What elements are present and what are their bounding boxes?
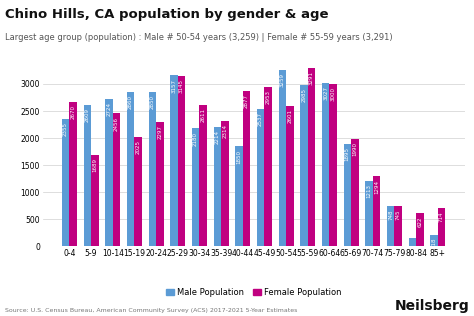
Text: 1689: 1689	[92, 158, 97, 172]
Bar	[344, 144, 351, 246]
Bar	[113, 113, 120, 246]
Bar	[62, 119, 69, 246]
Bar	[243, 91, 250, 246]
Bar	[286, 106, 294, 246]
Bar	[409, 238, 416, 246]
Text: 2456: 2456	[114, 117, 119, 131]
Bar	[221, 121, 228, 246]
Text: 2860: 2860	[128, 95, 133, 109]
Text: 2355: 2355	[63, 122, 68, 136]
Text: 3027: 3027	[323, 86, 328, 100]
Bar	[365, 181, 373, 246]
Text: 3000: 3000	[331, 87, 336, 101]
Text: Source: U.S. Census Bureau, American Community Survey (ACS) 2017-2021 5-Year Est: Source: U.S. Census Bureau, American Com…	[5, 308, 297, 313]
Bar	[322, 82, 329, 246]
Bar	[192, 128, 200, 246]
Bar	[430, 235, 438, 246]
Bar	[438, 208, 446, 246]
Text: 2297: 2297	[157, 125, 163, 139]
Bar	[213, 126, 221, 246]
Text: 745: 745	[396, 210, 401, 220]
Text: 2985: 2985	[301, 88, 307, 102]
Bar	[127, 92, 135, 246]
Text: 2609: 2609	[85, 108, 90, 122]
Text: Largest age group (population) : Male # 50-54 years (3,259) | Female # 55-59 yea: Largest age group (population) : Male # …	[5, 33, 392, 42]
Bar	[300, 85, 308, 246]
Text: Chino Hills, CA population by gender & age: Chino Hills, CA population by gender & a…	[5, 8, 328, 21]
Text: 714: 714	[439, 211, 444, 222]
Bar	[373, 176, 380, 246]
Bar	[394, 206, 402, 246]
Text: 3145: 3145	[179, 79, 184, 93]
Bar	[329, 84, 337, 246]
Text: Neilsberg: Neilsberg	[394, 299, 469, 313]
Bar	[416, 213, 424, 246]
Bar	[279, 70, 286, 246]
Text: 1895: 1895	[345, 147, 350, 161]
Bar	[264, 87, 272, 246]
Bar	[351, 139, 359, 246]
Text: 2314: 2314	[222, 125, 228, 138]
Text: 2601: 2601	[287, 109, 292, 123]
Bar	[200, 105, 207, 246]
Text: 2180: 2180	[193, 132, 198, 146]
Text: 748: 748	[388, 209, 393, 220]
Bar	[83, 105, 91, 246]
Text: 2611: 2611	[201, 108, 206, 122]
Bar	[387, 206, 394, 246]
Bar	[308, 68, 315, 246]
Text: 2214: 2214	[215, 130, 220, 144]
Bar	[170, 76, 178, 246]
Text: 218: 218	[431, 238, 437, 248]
Legend: Male Population, Female Population: Male Population, Female Population	[162, 285, 345, 301]
Bar	[148, 92, 156, 246]
Text: 1850: 1850	[237, 149, 241, 163]
Text: 2670: 2670	[71, 105, 76, 119]
Text: 2953: 2953	[266, 90, 271, 104]
Bar	[105, 99, 113, 246]
Text: 2850: 2850	[150, 95, 155, 109]
Bar	[235, 146, 243, 246]
Text: 1990: 1990	[352, 142, 357, 156]
Text: 2025: 2025	[136, 140, 141, 154]
Text: 1294: 1294	[374, 179, 379, 194]
Bar	[69, 102, 77, 246]
Text: 3291: 3291	[309, 71, 314, 85]
Text: 3259: 3259	[280, 73, 285, 87]
Bar	[135, 137, 142, 246]
Bar	[178, 76, 185, 246]
Text: 3157: 3157	[172, 79, 176, 93]
Bar	[156, 122, 164, 246]
Text: 2537: 2537	[258, 112, 263, 126]
Bar	[91, 155, 99, 246]
Text: 2724: 2724	[107, 102, 111, 116]
Bar	[257, 109, 264, 246]
Text: 1213: 1213	[366, 184, 372, 198]
Text: 2877: 2877	[244, 94, 249, 108]
Text: 622: 622	[418, 216, 422, 227]
